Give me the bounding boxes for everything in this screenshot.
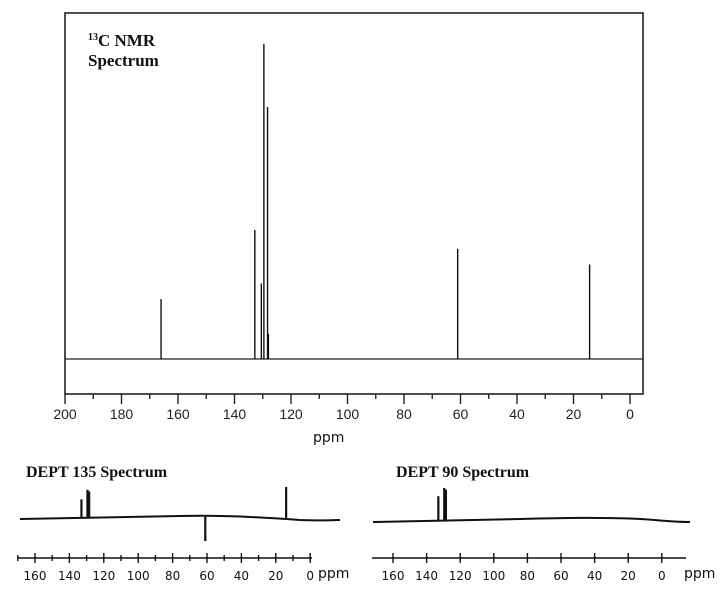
main-spectrum-peaks	[160, 44, 591, 359]
main-x-axis-ticks	[64, 394, 631, 404]
tick-label: 160	[166, 406, 190, 422]
dept135-unit: ppm	[318, 566, 350, 582]
tick-label: 100	[335, 406, 360, 422]
dept90-unit: ppm	[684, 566, 716, 582]
dept90-title: DEPT 90 Spectrum	[396, 464, 530, 481]
tick-label: 140	[57, 569, 81, 583]
tick-label: 120	[92, 569, 116, 583]
tick-label: 40	[509, 406, 525, 422]
tick-label: 160	[23, 569, 47, 583]
tick-label: 200	[53, 406, 77, 422]
tick-label: 80	[164, 569, 181, 583]
dept135-title: DEPT 135 Spectrum	[26, 464, 168, 481]
tick-label: 20	[268, 569, 284, 583]
tick-label: 0	[626, 406, 634, 422]
tick-label: 0	[306, 569, 315, 583]
dept135-spectrum	[17, 487, 341, 563]
tick-label: 140	[222, 406, 247, 422]
tick-label: 60	[553, 569, 569, 583]
tick-label: 60	[452, 406, 469, 422]
tick-label: 60	[199, 569, 215, 583]
main-x-axis-unit: ppm	[313, 430, 345, 446]
dept90-spectrum	[372, 488, 691, 563]
tick-label: 40	[233, 569, 250, 583]
tick-label: 180	[109, 406, 134, 422]
title-isotope-superscript: 13	[88, 32, 98, 43]
title-line2: Spectrum	[88, 51, 159, 70]
tick-label: 20	[565, 406, 582, 422]
tick-label: 20	[620, 569, 636, 583]
tick-label: 40	[586, 569, 603, 583]
title-main-text: C NMR	[98, 31, 156, 50]
tick-label: 0	[657, 569, 666, 583]
tick-label: 100	[126, 569, 150, 583]
tick-label: 120	[448, 569, 472, 583]
tick-label: 100	[482, 569, 506, 583]
main-spectrum-title: 13C NMR Spectrum	[88, 28, 159, 71]
tick-label: 80	[396, 406, 412, 422]
tick-label: 140	[415, 569, 439, 583]
tick-label: 160	[381, 569, 405, 583]
tick-label: 120	[279, 406, 303, 422]
tick-label: 80	[519, 569, 536, 583]
